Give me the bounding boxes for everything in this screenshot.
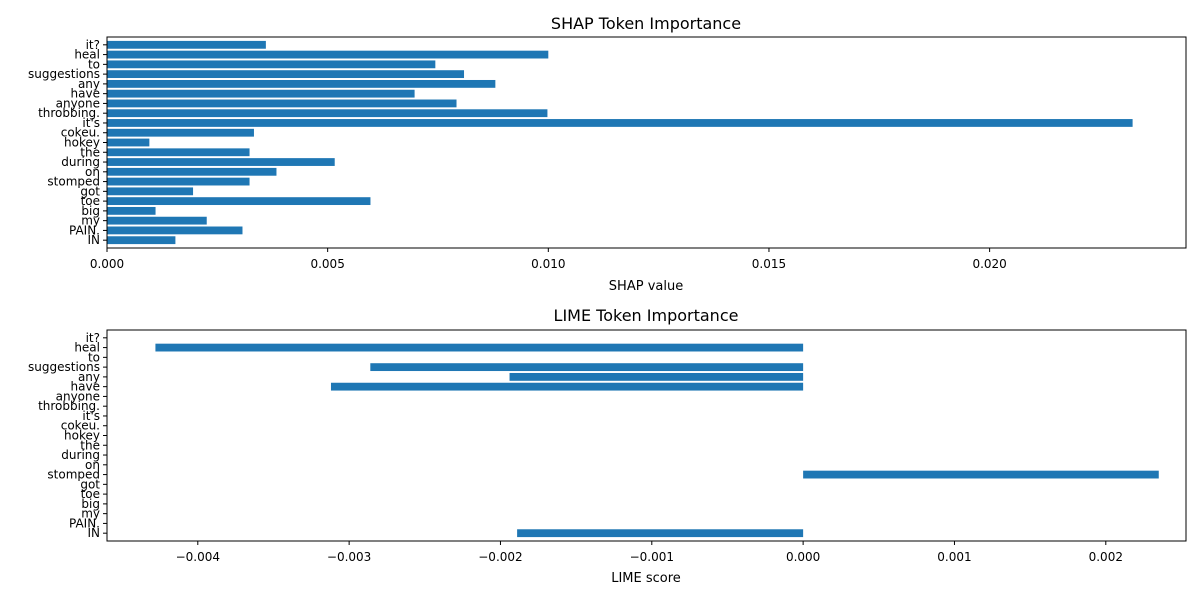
shap-plot-frame bbox=[106, 36, 1187, 249]
shap-bar bbox=[107, 119, 1133, 127]
lime-y-tick-label: have bbox=[71, 380, 100, 394]
shap-bar bbox=[107, 138, 150, 147]
shap-bar bbox=[107, 50, 549, 59]
lime-y-tick-label: my bbox=[81, 507, 100, 521]
shap-chart-title: SHAP Token Importance bbox=[551, 14, 741, 33]
shap-y-tick-label: it's bbox=[82, 116, 100, 130]
shap-bar bbox=[107, 177, 250, 186]
lime-y-tick-label: got bbox=[80, 477, 100, 491]
lime-chart-title: LIME Token Importance bbox=[554, 306, 739, 325]
shap-y-tick-label: anyone bbox=[56, 96, 100, 110]
shap-chart: SHAP Token Importance SHAP value INPAIN.… bbox=[28, 14, 1187, 294]
shap-bar bbox=[107, 89, 415, 98]
lime-y-tick-label: cokeu. bbox=[61, 419, 100, 433]
shap-bar bbox=[107, 216, 207, 225]
shap-y-ticks: INPAIN.mybigtoegotstompedonduringthehoke… bbox=[28, 38, 107, 247]
shap-y-tick-label: PAIN. bbox=[69, 223, 100, 237]
lime-x-tick-label: −0.002 bbox=[478, 550, 522, 564]
lime-y-tick-label: heal bbox=[74, 341, 100, 355]
lime-x-axis-label: LIME score bbox=[611, 571, 681, 586]
shap-y-tick-label: the bbox=[80, 145, 100, 159]
shap-y-tick-label: on bbox=[85, 165, 100, 179]
shap-bar bbox=[107, 167, 277, 176]
shap-y-tick-label: during bbox=[61, 155, 100, 169]
lime-x-tick-label: 0.000 bbox=[786, 550, 820, 564]
shap-y-tick-label: any bbox=[78, 77, 100, 91]
lime-x-ticks: −0.004 −0.003 −0.002 −0.001 0.000 0.001 0.002 bbox=[176, 541, 1123, 564]
lime-bar bbox=[370, 363, 804, 372]
shap-y-tick-label: my bbox=[81, 214, 100, 228]
shap-x-tick-label: 0.020 bbox=[972, 257, 1006, 271]
shap-bar bbox=[107, 197, 371, 206]
shap-bar bbox=[107, 158, 335, 166]
shap-bar bbox=[107, 206, 156, 215]
lime-bar bbox=[509, 372, 804, 381]
shap-bar bbox=[107, 128, 254, 137]
shap-bar bbox=[107, 187, 194, 196]
lime-plot-frame bbox=[106, 329, 1187, 542]
lime-bar bbox=[155, 343, 804, 352]
shap-x-tick-label: 0.005 bbox=[310, 257, 344, 271]
lime-bar bbox=[330, 382, 804, 391]
lime-x-tick-label: 0.001 bbox=[937, 550, 971, 564]
shap-x-tick-label: 0.010 bbox=[531, 257, 565, 271]
lime-y-tick-label: toe bbox=[81, 487, 100, 501]
lime-y-tick-label: PAIN. bbox=[69, 516, 100, 530]
shap-y-tick-label: big bbox=[81, 204, 100, 218]
lime-x-tick-label: 0.002 bbox=[1089, 550, 1123, 564]
lime-y-tick-label: suggestions bbox=[28, 360, 100, 374]
lime-y-tick-label: any bbox=[78, 370, 100, 384]
shap-y-tick-label: IN bbox=[87, 233, 100, 247]
shap-x-axis-label: SHAP value bbox=[609, 279, 683, 294]
lime-bar bbox=[803, 470, 1159, 479]
shap-y-tick-label: have bbox=[71, 87, 100, 101]
lime-bar bbox=[517, 529, 804, 538]
lime-y-tick-label: it's bbox=[82, 409, 100, 423]
shap-bar bbox=[107, 70, 465, 79]
shap-x-tick-label: 0.000 bbox=[90, 257, 124, 271]
lime-y-tick-label: the bbox=[80, 438, 100, 452]
shap-bar bbox=[107, 148, 250, 157]
lime-y-tick-label: anyone bbox=[56, 389, 100, 403]
shap-x-ticks: 0.000 0.005 0.010 0.015 0.020 bbox=[90, 248, 1007, 271]
shap-y-tick-label: stomped bbox=[47, 175, 100, 189]
shap-y-tick-label: it? bbox=[86, 38, 100, 52]
shap-y-tick-label: suggestions bbox=[28, 67, 100, 81]
lime-y-tick-label: to bbox=[88, 350, 100, 364]
shap-bars bbox=[107, 40, 1133, 245]
shap-bar bbox=[107, 60, 436, 69]
shap-y-tick-label: hokey bbox=[64, 136, 100, 150]
shap-y-tick-label: throbbing. bbox=[38, 106, 100, 120]
lime-y-ticks: INPAIN.mybigtoegotstompedonduringthehoke… bbox=[28, 331, 107, 540]
shap-bar bbox=[107, 226, 243, 235]
shap-bar bbox=[107, 109, 548, 118]
shap-y-tick-label: to bbox=[88, 57, 100, 71]
shap-y-tick-label: heal bbox=[74, 48, 100, 62]
lime-x-tick-label: −0.001 bbox=[630, 550, 674, 564]
lime-y-tick-label: IN bbox=[87, 526, 100, 540]
shap-y-tick-label: got bbox=[80, 184, 100, 198]
shap-bar bbox=[107, 40, 266, 49]
lime-chart: LIME Token Importance LIME score INPAIN.… bbox=[28, 306, 1187, 586]
lime-x-tick-label: −0.003 bbox=[327, 550, 371, 564]
lime-x-tick-label: −0.004 bbox=[176, 550, 220, 564]
lime-bars bbox=[155, 343, 1159, 538]
lime-y-tick-label: it? bbox=[86, 331, 100, 345]
shap-bar bbox=[107, 99, 457, 108]
lime-y-tick-label: throbbing. bbox=[38, 399, 100, 413]
shap-bar bbox=[107, 79, 496, 88]
shap-y-tick-label: cokeu. bbox=[61, 126, 100, 140]
shap-y-tick-label: toe bbox=[81, 194, 100, 208]
lime-y-tick-label: hokey bbox=[64, 429, 100, 443]
lime-y-tick-label: during bbox=[61, 448, 100, 462]
shap-bar bbox=[107, 236, 176, 245]
lime-y-tick-label: big bbox=[81, 497, 100, 511]
lime-y-tick-label: stomped bbox=[47, 468, 100, 482]
shap-x-tick-label: 0.015 bbox=[752, 257, 786, 271]
lime-y-tick-label: on bbox=[85, 458, 100, 472]
